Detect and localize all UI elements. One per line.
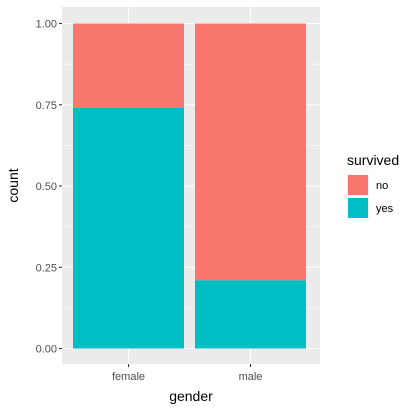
legend-items: no yes <box>347 174 394 219</box>
y-tick-label: 0.00 <box>36 344 57 356</box>
y-axis-title: count <box>5 168 21 202</box>
y-tick-label: 0.50 <box>36 181 57 193</box>
bars <box>73 23 306 349</box>
legend: survived no yes <box>347 152 399 219</box>
legend-swatch-no <box>348 175 368 195</box>
y-tick-label: 0.25 <box>36 262 57 274</box>
bar-male-no <box>195 23 306 281</box>
x-tick-label: male <box>239 371 263 383</box>
y-tick-label: 1.00 <box>36 19 57 31</box>
bar-male-yes <box>195 280 306 349</box>
legend-title: survived <box>347 152 399 168</box>
y-axis: 0.00 0.25 0.50 0.75 1.00 <box>36 19 62 356</box>
legend-label-no: no <box>376 180 388 192</box>
x-axis: female male <box>112 364 262 383</box>
legend-label-yes: yes <box>376 203 394 215</box>
bar-female-no <box>73 23 184 108</box>
y-tick-label: 0.75 <box>36 100 57 112</box>
bar-female-yes <box>73 108 184 349</box>
legend-swatch-yes <box>348 198 368 218</box>
x-axis-title: gender <box>169 388 213 404</box>
x-tick-label: female <box>112 371 145 383</box>
